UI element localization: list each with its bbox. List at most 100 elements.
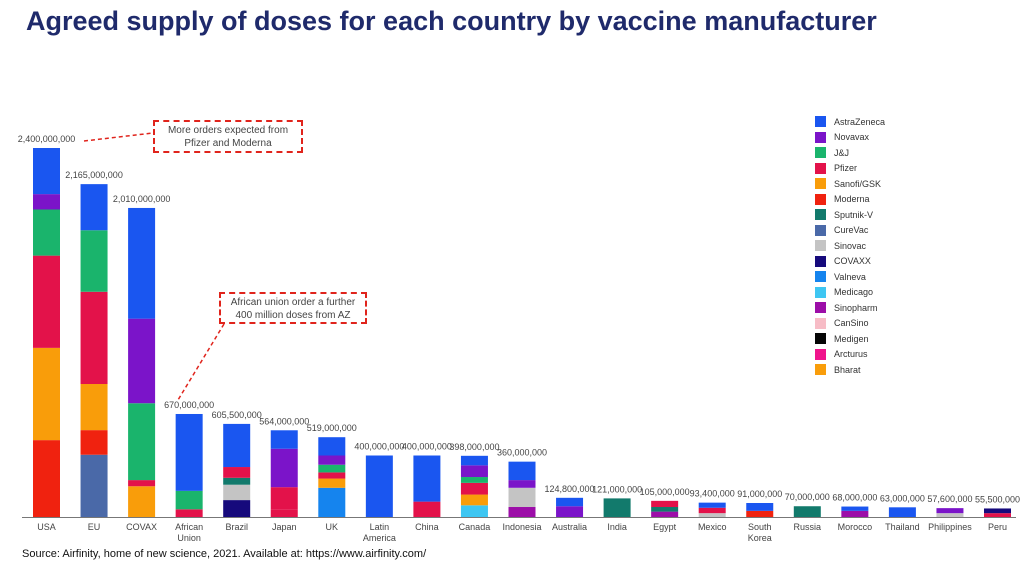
bar-segment-covax-sanofi-gsk bbox=[128, 486, 156, 517]
total-label-thailand: 63,000,000 bbox=[880, 493, 925, 503]
bar-segment-egypt-sputnik-v bbox=[651, 507, 679, 512]
bar-segment-south-korea-astrazeneca bbox=[746, 503, 774, 511]
category-label-thailand: Thailand bbox=[885, 522, 920, 532]
bar-segment-usa-astrazeneca bbox=[33, 148, 60, 195]
bar-segment-eu-astrazeneca bbox=[80, 184, 108, 231]
category-label-african-union: African Union bbox=[175, 522, 203, 543]
category-label-egypt: Egypt bbox=[653, 522, 677, 532]
legend-label-astrazeneca: AstraZeneca bbox=[834, 116, 886, 127]
bar-segment-south-korea-moderna bbox=[746, 510, 774, 517]
category-label-south-korea: South Korea bbox=[748, 522, 772, 543]
total-label-china: 400,000,000 bbox=[402, 442, 452, 452]
total-label-indonesia: 360,000,000 bbox=[497, 448, 547, 458]
legend-label-novavax: Novavax bbox=[834, 132, 870, 143]
bar-segment-indonesia-sinopharm bbox=[508, 507, 536, 517]
category-label-canada: Canada bbox=[459, 522, 491, 532]
legend-item-covaxx: COVAXX bbox=[815, 254, 925, 270]
bar-segment-eu-j-j bbox=[80, 230, 108, 292]
total-label-african-union: 670,000,000 bbox=[164, 400, 214, 410]
legend-label-bharat: Bharat bbox=[834, 364, 861, 375]
legend-item-bharat: Bharat bbox=[815, 362, 925, 378]
bar-segment-uk-sanofi-gsk bbox=[318, 478, 346, 488]
bar-segment-japan-novavax bbox=[270, 448, 298, 488]
bar-segment-usa-novavax bbox=[33, 194, 60, 210]
category-label-uk: UK bbox=[326, 522, 339, 532]
legend-swatch-novavax bbox=[815, 131, 826, 143]
bar-segment-brazil-sinovac bbox=[223, 484, 251, 501]
bar-segment-covax-j-j bbox=[128, 403, 156, 481]
total-label-eu: 2,165,000,000 bbox=[65, 170, 123, 180]
legend-item-cansino: CanSino bbox=[815, 316, 925, 332]
bar-segment-china-astrazeneca bbox=[413, 455, 441, 502]
bar-segment-morocco-sinopharm bbox=[841, 510, 869, 517]
bar-segment-usa-sanofi-gsk bbox=[33, 347, 60, 441]
bar-segment-russia-sputnik-v bbox=[793, 506, 821, 517]
total-label-south-korea: 91,000,000 bbox=[737, 489, 782, 499]
bar-segment-latin-america-astrazeneca bbox=[365, 455, 393, 517]
bar-segment-brazil-astrazeneca bbox=[223, 423, 251, 468]
bar-segment-african-union-pfizer bbox=[175, 509, 203, 517]
legend-item-medigen: Medigen bbox=[815, 331, 925, 347]
legend-label-arcturus: Arcturus bbox=[834, 349, 868, 360]
category-label-russia: Russia bbox=[794, 522, 822, 532]
category-label-philippines: Philippines bbox=[928, 522, 972, 532]
bar-segment-eu-moderna bbox=[80, 430, 108, 455]
bar-segment-uk-j-j bbox=[318, 464, 346, 473]
bar-segment-mexico-astrazeneca bbox=[698, 502, 726, 508]
category-label-japan: Japan bbox=[272, 522, 297, 532]
bar-segment-brazil-sputnik-v bbox=[223, 477, 251, 485]
legend-label-sputnik-v: Sputnik-V bbox=[834, 209, 874, 220]
bar-segment-usa-moderna bbox=[33, 440, 60, 517]
category-label-brazil: Brazil bbox=[225, 522, 248, 532]
bar-segment-japan-pfizer bbox=[270, 509, 298, 517]
callout-african-union-connector bbox=[177, 323, 225, 401]
bar-segment-african-union-astrazeneca bbox=[175, 413, 203, 491]
bar-segment-japan-astrazeneca bbox=[270, 430, 298, 449]
bar-segment-canada-astrazeneca bbox=[460, 455, 488, 466]
legend-label-covaxx: COVAXX bbox=[834, 256, 871, 267]
category-label-usa: USA bbox=[37, 522, 56, 532]
legend-swatch-medigen bbox=[815, 333, 826, 345]
legend-swatch-cansino bbox=[815, 317, 826, 329]
total-label-japan: 564,000,000 bbox=[259, 416, 309, 426]
legend-item-sinopharm: Sinopharm bbox=[815, 300, 925, 316]
bar-segment-uk-pfizer bbox=[318, 472, 346, 479]
bar-segment-indonesia-novavax bbox=[508, 480, 536, 488]
legend-item-pfizer: Pfizer bbox=[815, 161, 925, 177]
bar-segment-china-pfizer bbox=[413, 501, 441, 517]
legend-label-curevac: CureVac bbox=[834, 225, 869, 236]
bar-segment-philippines-novavax bbox=[936, 508, 964, 514]
category-label-india: India bbox=[607, 522, 627, 532]
bar-segment-eu-sanofi-gsk bbox=[80, 384, 108, 431]
bar-segment-egypt-pfizer bbox=[651, 500, 679, 508]
legend-swatch-sanofi-gsk bbox=[815, 178, 826, 190]
legend-label-sinopharm: Sinopharm bbox=[834, 302, 878, 313]
bar-segment-morocco-astrazeneca bbox=[841, 506, 869, 511]
bar-segment-covax-astrazeneca bbox=[128, 207, 156, 319]
bar-segment-canada-sanofi-gsk bbox=[460, 494, 488, 506]
total-label-canada: 398,000,000 bbox=[449, 442, 499, 452]
category-label-morocco: Morocco bbox=[838, 522, 873, 532]
legend-label-medigen: Medigen bbox=[834, 333, 869, 344]
total-label-uk: 519,000,000 bbox=[307, 423, 357, 433]
total-label-philippines: 57,600,000 bbox=[927, 494, 972, 504]
category-label-australia: Australia bbox=[552, 522, 587, 532]
legend-swatch-sputnik-v bbox=[815, 209, 826, 221]
legend-swatch-j-j bbox=[815, 147, 826, 159]
bar-segment-japan-pfizer bbox=[270, 487, 298, 510]
bar-segment-australia-novavax bbox=[556, 506, 584, 517]
legend-item-medicago: Medicago bbox=[815, 285, 925, 301]
callout-usa-connector bbox=[83, 132, 154, 142]
total-label-usa: 2,400,000,000 bbox=[18, 134, 76, 144]
bar-segment-uk-astrazeneca bbox=[318, 437, 346, 456]
category-label-china: China bbox=[415, 522, 439, 532]
callout-usa-text: More orders expected from Pfizer and Mod… bbox=[167, 125, 289, 149]
legend-item-sputnik-v: Sputnik-V bbox=[815, 207, 925, 223]
total-label-india: 121,000,000 bbox=[592, 484, 642, 494]
legend-label-sinovac: Sinovac bbox=[834, 240, 867, 251]
legend-label-moderna: Moderna bbox=[834, 194, 870, 205]
bar-segment-eu-curevac bbox=[80, 454, 108, 517]
legend-swatch-bharat bbox=[815, 364, 826, 376]
callout-usa: More orders expected from Pfizer and Mod… bbox=[153, 120, 303, 153]
